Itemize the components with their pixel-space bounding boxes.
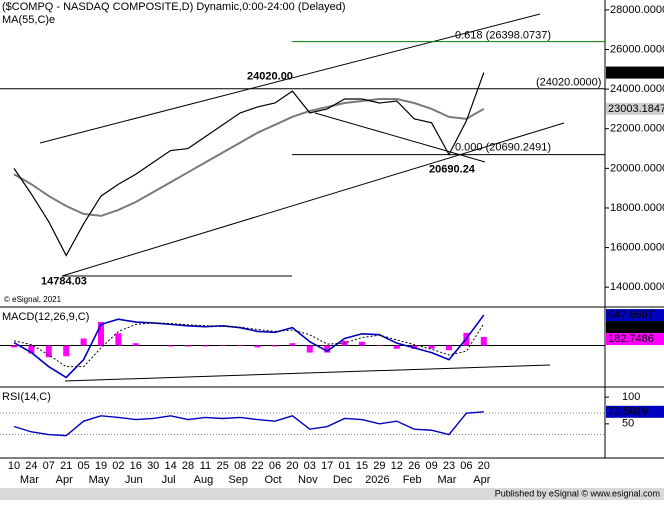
value-tag: 465.112 xyxy=(608,321,647,333)
x-tick-label: 23 xyxy=(443,460,455,472)
annotation: 24020.00 xyxy=(247,71,293,83)
x-tick-label: 01 xyxy=(338,460,350,472)
x-tick-label: 24 xyxy=(25,460,37,472)
y-tick-label: 100 xyxy=(622,391,640,403)
histogram-bar xyxy=(133,343,139,345)
histogram-bar xyxy=(255,346,261,348)
x-tick-label: 28 xyxy=(182,460,194,472)
month-label: Sep xyxy=(228,474,248,486)
value-tag: 72.5019 xyxy=(608,406,648,418)
histogram-bar xyxy=(289,343,295,345)
x-tick-label: 22 xyxy=(251,460,263,472)
y-tick-label: 14000.0000 xyxy=(610,281,664,293)
month-label: Nov xyxy=(298,474,318,486)
month-label: Jul xyxy=(162,474,176,486)
chart-title: ($COMPQ - NASDAQ COMPOSITE,D) Dynamic,0:… xyxy=(2,1,346,13)
x-tick-label: 11 xyxy=(200,460,211,472)
x-tick-label: 03 xyxy=(304,460,316,472)
x-tick-label: 30 xyxy=(147,460,159,472)
value-tag: 23003.1847 xyxy=(608,103,664,115)
histogram-bar xyxy=(307,346,313,353)
month-label: Jun xyxy=(125,474,143,486)
x-tick-label: 05 xyxy=(77,460,89,472)
month-label: 2026 xyxy=(365,474,389,486)
level-label: 0.618 (26398.0737) xyxy=(455,30,551,42)
y-tick-label: 50 xyxy=(622,418,634,430)
x-tick-label: 12 xyxy=(391,460,403,472)
month-label: Apr xyxy=(56,474,73,486)
y-tick-label: 16000.0000 xyxy=(610,241,664,253)
x-tick-label: 02 xyxy=(112,460,124,472)
histogram-bar xyxy=(115,333,121,345)
histogram-bar xyxy=(272,346,278,347)
histogram-bar xyxy=(11,346,17,348)
x-tick-label: 25 xyxy=(217,460,229,472)
x-tick-label: 06 xyxy=(269,460,281,472)
x-tick-label: 09 xyxy=(425,460,437,472)
x-tick-label: 10 xyxy=(8,460,20,472)
month-label: Mar xyxy=(438,474,457,486)
x-tick-label: 16 xyxy=(130,460,142,472)
value-tag: 647.8607 xyxy=(608,309,654,321)
histogram-bar xyxy=(46,346,52,358)
panel-label: RSI(14,C) xyxy=(2,391,51,403)
month-label: Oct xyxy=(264,474,281,486)
month-label: May xyxy=(89,474,110,486)
legend-entry: MA(55,C)e xyxy=(2,14,55,26)
y-tick-label: 28000.0000 xyxy=(610,4,664,16)
histogram-bar xyxy=(359,342,365,346)
x-tick-label: 15 xyxy=(356,460,368,472)
histogram-bar xyxy=(168,346,174,347)
month-label: Apr xyxy=(473,474,490,486)
annotation: 14784.03 xyxy=(41,276,87,288)
y-tick-label: 26000.0000 xyxy=(610,43,664,55)
panel-label: MACD(12,26,9,C) xyxy=(2,311,89,323)
histogram-bar xyxy=(446,346,452,351)
histogram-bar xyxy=(81,338,87,345)
value-tag: 182.7486 xyxy=(608,333,654,345)
histogram-bar xyxy=(481,337,487,346)
x-tick-label: 17 xyxy=(321,460,333,472)
y-tick-label: 24000.0000 xyxy=(610,83,664,95)
month-label: Aug xyxy=(194,474,214,486)
credit: © eSignal, 2021 xyxy=(4,295,62,304)
histogram-bar xyxy=(63,346,69,357)
x-tick-label: 20 xyxy=(286,460,298,472)
y-tick-label: 20000.0000 xyxy=(610,162,664,174)
x-tick-label: 19 xyxy=(95,460,107,472)
x-tick-label: 07 xyxy=(43,460,55,472)
annotation: 20690.24 xyxy=(429,164,476,176)
x-tick-label: 26 xyxy=(408,460,420,472)
x-tick-label: 14 xyxy=(164,460,176,472)
month-label: Feb xyxy=(403,474,422,486)
y-tick-label: 22000.0000 xyxy=(610,123,664,135)
histogram-bar xyxy=(394,346,400,349)
x-tick-label: 29 xyxy=(373,460,385,472)
month-label: Mar xyxy=(20,474,39,486)
x-tick-label: 06 xyxy=(460,460,472,472)
x-tick-label: 21 xyxy=(60,460,72,472)
y-tick-label: 18000.0000 xyxy=(610,202,664,214)
level-label: 0.000 (20690.2491) xyxy=(455,142,551,154)
month-label: Dec xyxy=(333,474,353,486)
histogram-bar xyxy=(185,346,191,347)
value-tag: 24836.5986 xyxy=(608,66,664,78)
footer: Published by eSignal © www.esignal.com xyxy=(495,488,660,498)
x-tick-label: 08 xyxy=(234,460,246,472)
x-tick-label: 20 xyxy=(478,460,490,472)
level-label: (24020.0000) xyxy=(536,77,601,89)
histogram-bar xyxy=(202,346,208,347)
